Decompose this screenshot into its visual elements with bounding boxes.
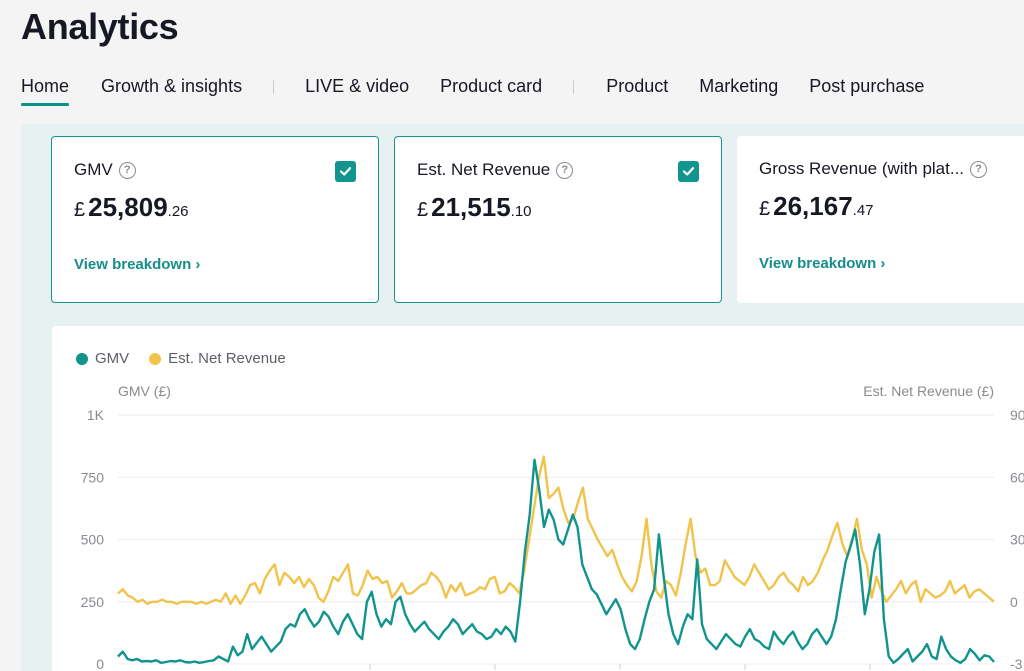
- tab-growth-insights[interactable]: Growth & insights: [101, 76, 243, 96]
- legend-label-net-revenue: Est. Net Revenue: [168, 350, 286, 367]
- trend-chart-panel: GMV Est. Net Revenue 1K 90 750 60 500 30 250 0 0…: [52, 326, 1024, 671]
- metric-label-text: GMV: [74, 160, 113, 179]
- view-breakdown-link[interactable]: View breakdown ›: [74, 256, 201, 273]
- series-line-gmv[interactable]: [117, 458, 995, 664]
- tab-marketing[interactable]: Marketing: [699, 76, 779, 96]
- y-tick-label-right: 60: [1010, 469, 1024, 485]
- metric-value-integer: 26,167: [773, 191, 853, 221]
- metric-label: Gross Revenue (with plat... ?: [759, 159, 988, 179]
- metric-label-text: Est. Net Revenue: [417, 160, 551, 179]
- y-axis-label-left: GMV (£): [118, 383, 171, 399]
- tab-home[interactable]: Home: [21, 74, 70, 106]
- metric-value-decimal: .47: [852, 202, 874, 219]
- currency-symbol: £: [759, 198, 771, 220]
- legend-item-gmv[interactable]: GMV: [76, 350, 129, 367]
- tab-product-card[interactable]: Product card: [440, 76, 543, 96]
- legend-dot-net-revenue: [149, 352, 162, 365]
- y-axis-label-right: Est. Net Revenue (£): [863, 383, 994, 399]
- view-breakdown-link[interactable]: View breakdown ›: [759, 255, 886, 272]
- page-title: Analytics: [21, 6, 179, 47]
- line-chart[interactable]: 1K 90 750 60 500 30 250 0 0 -3 GMV (£) Est. Net R…: [52, 326, 1024, 671]
- metric-label-text: Gross Revenue (with plat...: [759, 159, 965, 178]
- metric-value: £ 25,809 .26: [74, 192, 189, 223]
- metric-card-net-revenue[interactable]: Est. Net Revenue ? £ 21,515 .10: [394, 136, 722, 303]
- metric-card-gross-revenue[interactable]: Gross Revenue (with plat... ? £ 26,167 .…: [737, 136, 1024, 303]
- chart-legend: GMV Est. Net Revenue: [76, 350, 286, 367]
- metric-value-integer: 25,809: [88, 192, 168, 222]
- chart-gridlines: [118, 414, 994, 670]
- dashboard-content: GMV ? £ 25,809 .26 View breakdown › Est.…: [21, 124, 1024, 671]
- metric-value: £ 26,167 .47: [759, 191, 874, 222]
- y-tick-label-right: -3: [1010, 656, 1023, 671]
- check-icon: [339, 167, 352, 176]
- currency-symbol: £: [417, 199, 429, 221]
- legend-label-gmv: GMV: [95, 350, 130, 367]
- metric-checkbox[interactable]: [335, 161, 356, 182]
- y-tick-label-right: 30: [1010, 532, 1024, 548]
- tab-separator: [273, 80, 275, 94]
- tab-bar: Home Growth & insights LIVE & video Prod…: [21, 74, 924, 110]
- y-tick-label-left: 500: [81, 532, 105, 548]
- y-tick-label-left: 0: [96, 656, 104, 671]
- metric-card-gmv[interactable]: GMV ? £ 25,809 .26 View breakdown ›: [51, 136, 379, 303]
- metric-value-decimal: .10: [510, 203, 532, 220]
- legend-item-net-revenue[interactable]: Est. Net Revenue: [149, 350, 286, 367]
- tab-post-purchase[interactable]: Post purchase: [809, 76, 925, 96]
- metric-value-integer: 21,515: [431, 192, 511, 222]
- help-icon[interactable]: ?: [556, 161, 574, 179]
- currency-symbol: £: [74, 199, 86, 221]
- tab-separator: [573, 80, 575, 94]
- help-icon[interactable]: ?: [118, 161, 136, 179]
- check-icon: [682, 167, 695, 176]
- tab-live-video[interactable]: LIVE & video: [305, 76, 410, 96]
- y-tick-label-left: 250: [81, 594, 105, 610]
- chart-tick-labels: 1K 90 750 60 500 30 250 0 0 -3: [81, 407, 1024, 671]
- y-tick-label-left: 750: [81, 469, 105, 485]
- metric-checkbox[interactable]: [678, 161, 699, 182]
- metric-label: Est. Net Revenue ?: [417, 160, 574, 180]
- metric-label: GMV ?: [74, 160, 136, 180]
- y-tick-label-right: 90: [1010, 407, 1024, 423]
- metric-value: £ 21,515 .10: [417, 192, 532, 223]
- y-tick-label-right: 0: [1010, 594, 1018, 610]
- help-icon[interactable]: ?: [970, 160, 988, 178]
- metric-value-decimal: .26: [167, 203, 189, 220]
- y-tick-label-left: 1K: [87, 407, 105, 423]
- legend-dot-gmv: [76, 352, 88, 365]
- tab-product[interactable]: Product: [606, 76, 669, 96]
